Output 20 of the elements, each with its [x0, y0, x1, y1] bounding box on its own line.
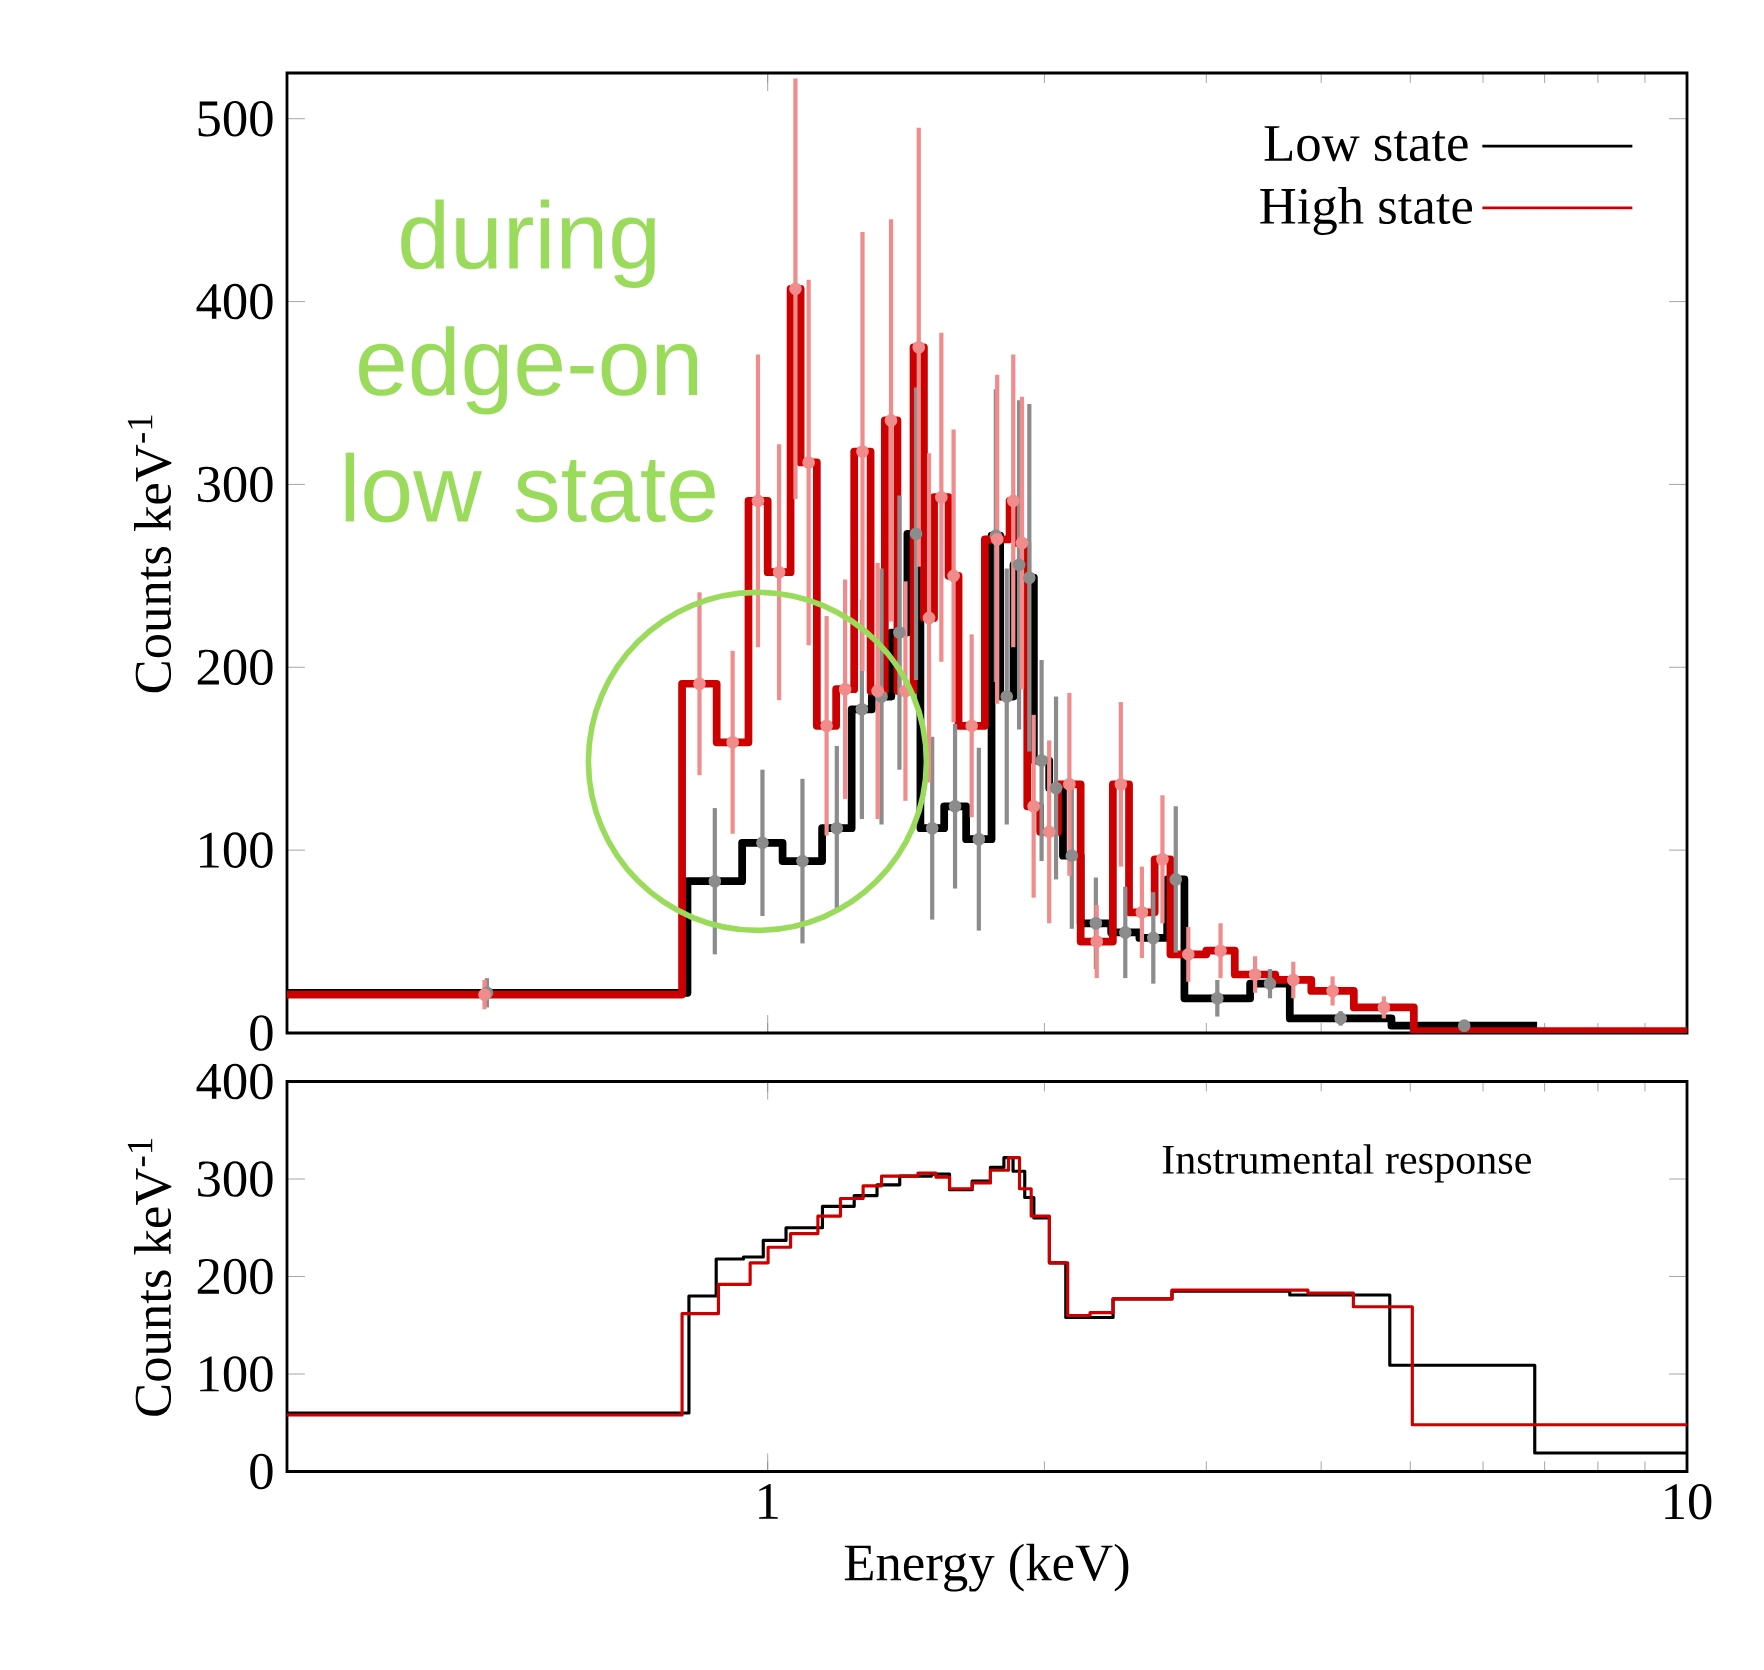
y-tick-label: 0: [250, 1015, 273, 1051]
y-tick-label: 200: [197, 1258, 273, 1295]
y-axis-title: Counts keV$^{-1}$: [127, 1139, 172, 1416]
y-tick-label: 100: [200, 1356, 273, 1392]
x-axis-title: Energy (keV): [844, 1543, 1129, 1592]
y-tick-label: 400: [196, 283, 273, 320]
y-axis-title: Counts keV$^{-1}$: [127, 415, 172, 693]
y-tick-label: 200: [197, 649, 273, 686]
x-tick-label: 10: [1665, 1483, 1712, 1520]
annotation: Instrumental response: [1162, 1144, 1531, 1183]
x-tick-label: 1: [759, 1483, 778, 1519]
legend-label: High state: [1260, 187, 1473, 235]
annotation: during edge-on low state: [345, 199, 715, 523]
y-tick-label: 300: [198, 1161, 273, 1197]
y-tick-label: 300: [198, 466, 273, 503]
y-tick-label: 500: [198, 100, 273, 137]
y-tick-label: 0: [250, 1453, 273, 1490]
y-tick-label: 100: [200, 832, 273, 868]
legend-label: Low state: [1264, 126, 1468, 162]
y-tick-label: 400: [196, 1063, 273, 1100]
